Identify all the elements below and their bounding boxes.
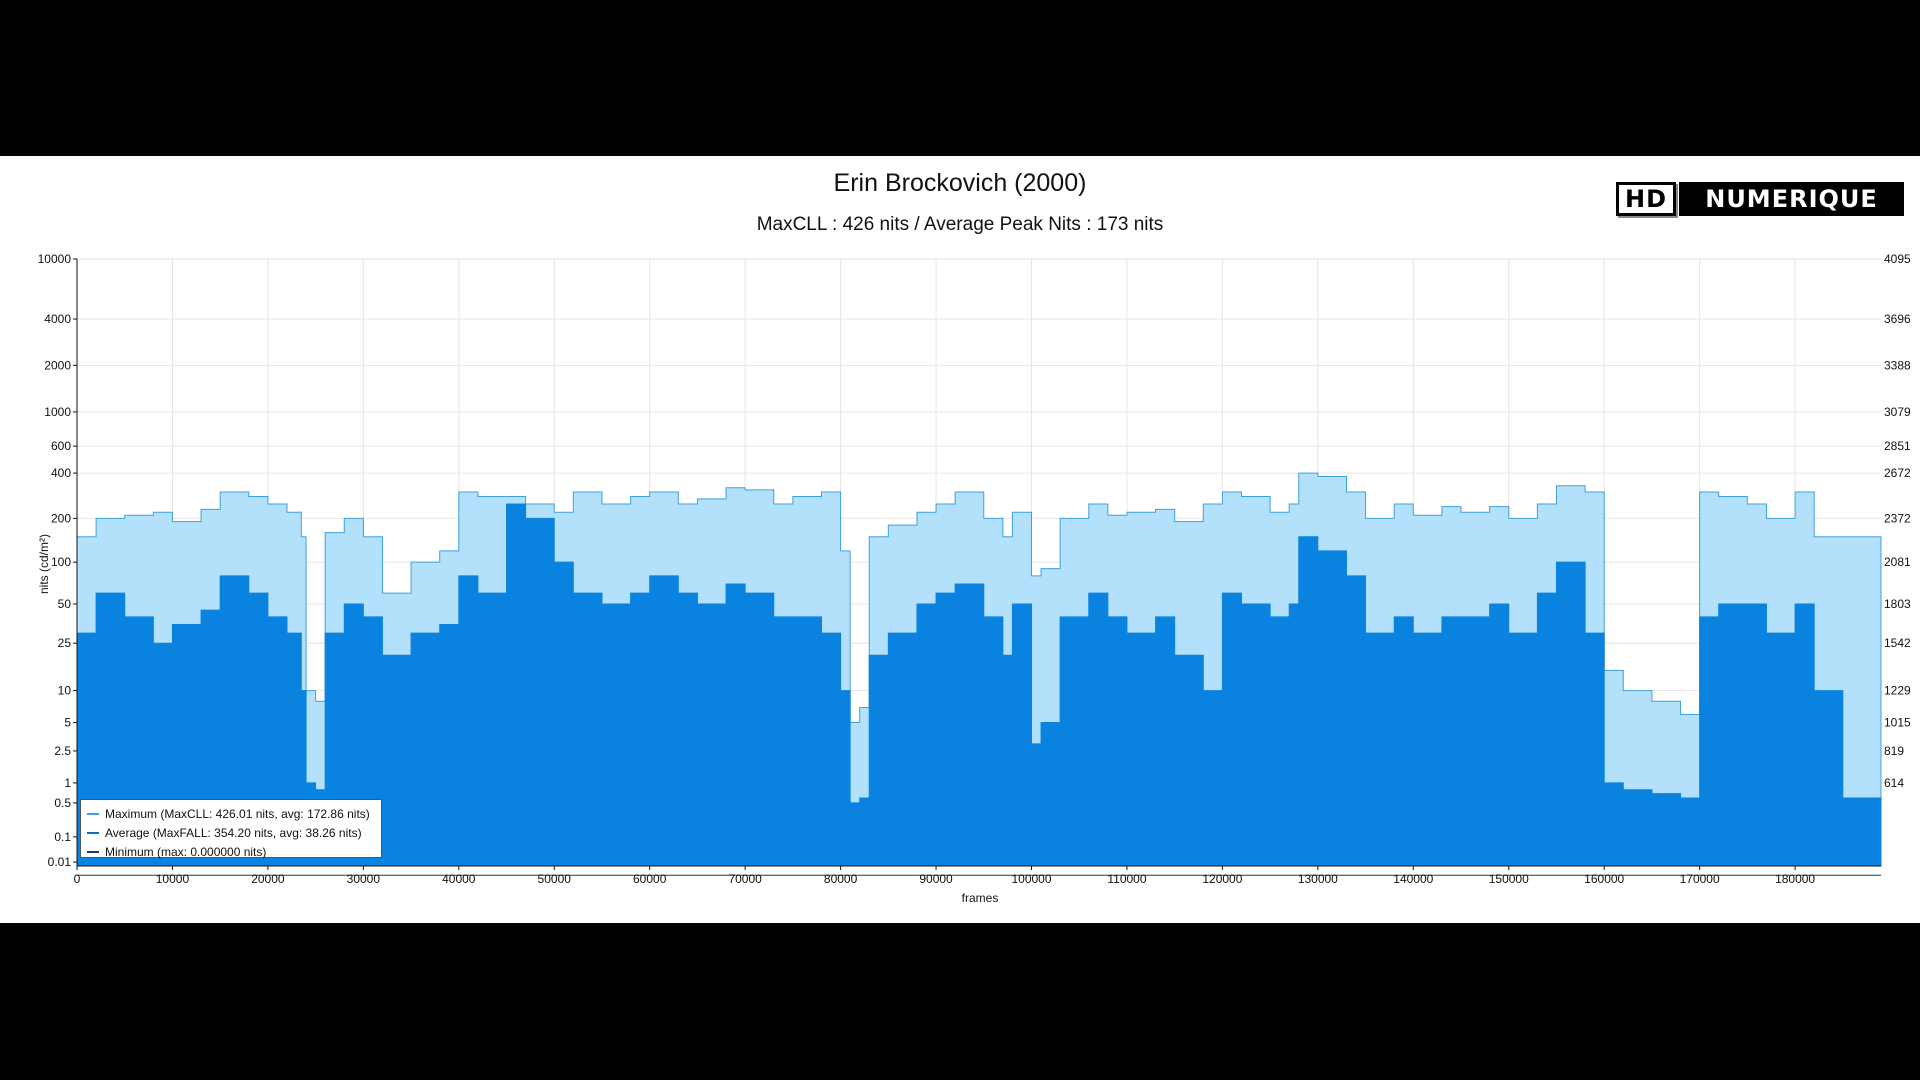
- logo-wordmark: NUMERIQUE: [1679, 182, 1904, 216]
- average-area: [76, 503, 1882, 867]
- y-right-tick-label: 2851: [1884, 439, 1911, 453]
- legend-item-maximum: Maximum (MaxCLL: 426.01 nits, avg: 172.8…: [87, 804, 381, 823]
- legend-swatch-average: [87, 831, 99, 834]
- x-tick-label: 10000: [156, 872, 190, 886]
- y-right-tick-label: 3388: [1884, 358, 1911, 372]
- x-tick-label: 160000: [1584, 872, 1624, 886]
- legend-item-average: Average (MaxFALL: 354.20 nits, avg: 38.2…: [87, 823, 381, 842]
- x-axis-label: frames: [962, 891, 999, 905]
- axes: 1000040002000100060040020010050251052.51…: [38, 252, 1911, 886]
- y-tick-label: 50: [58, 597, 72, 611]
- y-right-tick-label: 1803: [1884, 597, 1911, 611]
- x-tick-label: 20000: [251, 872, 285, 886]
- chart-title: Erin Brockovich (2000): [833, 169, 1087, 197]
- y-right-tick-label: 4095: [1884, 252, 1911, 266]
- plot-area: 1000040002000100060040020010050251052.51…: [37, 252, 1911, 905]
- x-tick-label: 80000: [824, 872, 858, 886]
- y-tick-label: 2.5: [54, 744, 71, 758]
- y-axis-label: nits (cd/m²): [37, 534, 51, 594]
- x-tick-label: 170000: [1680, 872, 1720, 886]
- y-right-tick-label: 819: [1884, 744, 1904, 758]
- y-tick-label: 400: [51, 466, 71, 480]
- x-tick-label: 70000: [728, 872, 762, 886]
- y-tick-label: 0.1: [54, 830, 71, 844]
- legend-label-average: Average (MaxFALL: 354.20 nits, avg: 38.2…: [105, 825, 362, 840]
- y-right-tick-label: 2372: [1884, 511, 1911, 525]
- y-tick-label: 1000: [44, 405, 71, 419]
- y-tick-label: 10000: [38, 252, 72, 266]
- y-tick-label: 100: [51, 555, 71, 569]
- y-right-tick-label: 3079: [1884, 405, 1911, 419]
- chart-panel: Erin Brockovich (2000) MaxCLL : 426 nits…: [0, 156, 1920, 923]
- y-tick-label: 2000: [44, 358, 71, 372]
- legend-label-maximum: Maximum (MaxCLL: 426.01 nits, avg: 172.8…: [105, 806, 370, 821]
- y-tick-label: 200: [51, 511, 71, 525]
- x-tick-label: 0: [74, 872, 81, 886]
- x-tick-label: 90000: [919, 872, 953, 886]
- brand-logo: HD NUMERIQUE: [1616, 182, 1904, 216]
- x-tick-label: 30000: [347, 872, 381, 886]
- y-right-tick-label: 2672: [1884, 466, 1911, 480]
- x-tick-label: 180000: [1775, 872, 1815, 886]
- y-tick-label: 600: [51, 439, 71, 453]
- x-tick-label: 50000: [538, 872, 572, 886]
- y-tick-label: 4000: [44, 312, 71, 326]
- y-right-tick-label: 1229: [1884, 684, 1911, 698]
- y-tick-label: 1: [64, 776, 71, 790]
- y-tick-label: 5: [64, 716, 71, 730]
- x-tick-label: 150000: [1489, 872, 1529, 886]
- legend-item-minimum: Minimum (max: 0.000000 nits): [87, 842, 381, 861]
- x-tick-label: 110000: [1107, 872, 1146, 886]
- legend: Maximum (MaxCLL: 426.01 nits, avg: 172.8…: [80, 799, 382, 861]
- y-tick-label: 0.5: [54, 796, 71, 810]
- legend-swatch-minimum: [87, 850, 99, 853]
- y-tick-label: 0.01: [48, 855, 72, 869]
- x-tick-label: 140000: [1393, 872, 1433, 886]
- x-tick-label: 130000: [1298, 872, 1338, 886]
- x-tick-label: 100000: [1011, 872, 1051, 886]
- y-right-tick-label: 614: [1884, 776, 1904, 790]
- legend-label-minimum: Minimum (max: 0.000000 nits): [105, 844, 267, 859]
- x-tick-label: 60000: [633, 872, 667, 886]
- y-right-tick-label: 1015: [1884, 716, 1911, 730]
- x-tick-label: 40000: [442, 872, 476, 886]
- legend-swatch-maximum: [87, 812, 99, 815]
- y-right-tick-label: 1542: [1884, 636, 1911, 650]
- y-right-tick-label: 2081: [1884, 555, 1911, 569]
- y-tick-label: 25: [58, 636, 72, 650]
- x-tick-label: 120000: [1202, 872, 1242, 886]
- logo-hd-mark: HD: [1616, 182, 1677, 216]
- y-right-tick-label: 3696: [1884, 312, 1911, 326]
- y-tick-label: 10: [58, 684, 72, 698]
- average-series: [76, 503, 1882, 867]
- chart-subtitle: MaxCLL : 426 nits / Average Peak Nits : …: [756, 214, 1164, 235]
